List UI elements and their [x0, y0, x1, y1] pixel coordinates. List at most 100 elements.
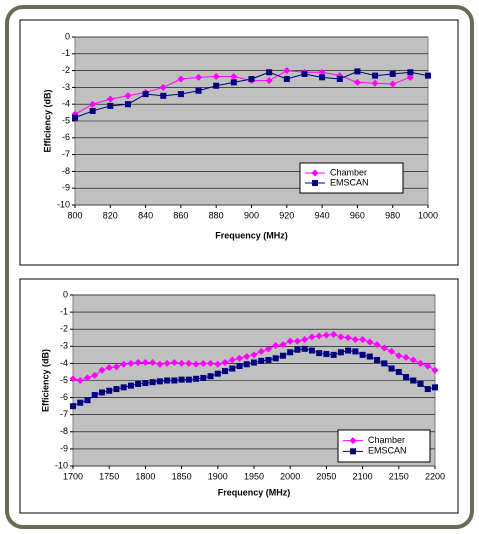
data-point: [230, 72, 238, 80]
x-tick-label: 2150: [389, 471, 409, 481]
data-point: [107, 102, 114, 109]
y-tick-label: -7: [60, 409, 68, 419]
y-tick-label: -1: [62, 48, 70, 58]
data-point: [124, 101, 131, 108]
x-tick-label: 1750: [99, 471, 119, 481]
data-point: [308, 333, 316, 341]
x-tick-label: 1800: [135, 471, 155, 481]
x-tick-label: 960: [350, 210, 365, 220]
data-point: [135, 380, 142, 387]
data-point: [287, 349, 294, 356]
data-point: [272, 341, 280, 349]
data-point: [315, 332, 323, 340]
data-point: [258, 357, 265, 364]
data-point: [264, 345, 272, 353]
y-tick-label: -5: [60, 375, 68, 385]
y-tick-label: -8: [62, 166, 70, 176]
data-point: [265, 356, 272, 363]
data-point: [250, 351, 258, 359]
data-point: [171, 377, 178, 384]
data-point: [417, 380, 424, 387]
data-point: [353, 78, 361, 86]
data-point: [359, 335, 367, 343]
data-point: [207, 373, 214, 380]
data-point: [283, 67, 291, 75]
data-point: [222, 368, 229, 375]
data-point: [316, 350, 323, 357]
data-point: [127, 359, 135, 367]
data-point: [257, 347, 265, 355]
data-point: [149, 379, 156, 386]
x-tick-label: 920: [279, 210, 294, 220]
data-point: [366, 353, 373, 360]
x-tick-label: 940: [315, 210, 330, 220]
data-point: [170, 359, 178, 367]
data-point: [417, 359, 425, 367]
data-point: [381, 360, 388, 367]
data-point: [230, 79, 237, 86]
data-point: [192, 360, 200, 368]
data-point: [106, 95, 114, 103]
data-point: [200, 374, 207, 381]
y-tick-label: -7: [62, 149, 70, 159]
data-point: [84, 397, 91, 404]
data-point: [374, 356, 381, 363]
y-tick-label: -3: [62, 82, 70, 92]
data-point: [432, 384, 438, 391]
x-tick-label: 1000: [418, 210, 438, 220]
data-point: [89, 107, 96, 114]
data-point: [160, 92, 167, 99]
data-point: [279, 352, 286, 359]
data-point: [185, 376, 192, 383]
data-point: [89, 100, 97, 108]
data-point: [389, 70, 396, 77]
x-axis-label: Frequency (MHz): [215, 230, 288, 240]
data-point: [266, 69, 273, 76]
data-point: [149, 359, 157, 367]
data-point: [134, 359, 142, 367]
data-point: [159, 83, 167, 91]
data-point: [142, 380, 149, 387]
data-point: [70, 403, 76, 410]
data-point: [105, 364, 113, 372]
data-point: [112, 363, 120, 371]
data-point: [424, 362, 432, 370]
data-point: [344, 334, 352, 342]
data-point: [424, 386, 431, 393]
data-point: [243, 353, 251, 361]
data-point: [195, 87, 202, 94]
data-point: [301, 345, 308, 352]
y-tick-label: -6: [62, 132, 70, 142]
data-point: [359, 351, 366, 358]
data-point: [69, 375, 77, 383]
y-tick-label: -9: [62, 183, 70, 193]
y-tick-label: -1: [60, 306, 68, 316]
x-tick-label: 880: [209, 210, 224, 220]
data-point: [337, 349, 344, 356]
data-point: [193, 375, 200, 382]
data-point: [402, 353, 410, 361]
data-point: [207, 359, 215, 367]
data-point: [164, 377, 171, 384]
data-point: [265, 77, 273, 85]
data-point: [120, 384, 127, 391]
data-point: [336, 76, 343, 82]
data-point: [366, 338, 374, 346]
data-point: [403, 374, 410, 381]
data-point: [221, 359, 229, 367]
x-tick-label: 1900: [208, 471, 228, 481]
data-point: [229, 365, 236, 372]
data-point: [142, 91, 149, 98]
data-point: [141, 359, 149, 367]
data-point: [195, 73, 203, 81]
data-point: [243, 361, 250, 368]
data-point: [236, 362, 243, 369]
x-tick-label: 1850: [172, 471, 192, 481]
x-tick-label: 2100: [353, 471, 373, 481]
y-tick-label: -4: [62, 99, 70, 109]
data-point: [178, 359, 186, 367]
data-point: [337, 333, 345, 341]
data-point: [380, 344, 388, 352]
data-point: [76, 377, 84, 384]
